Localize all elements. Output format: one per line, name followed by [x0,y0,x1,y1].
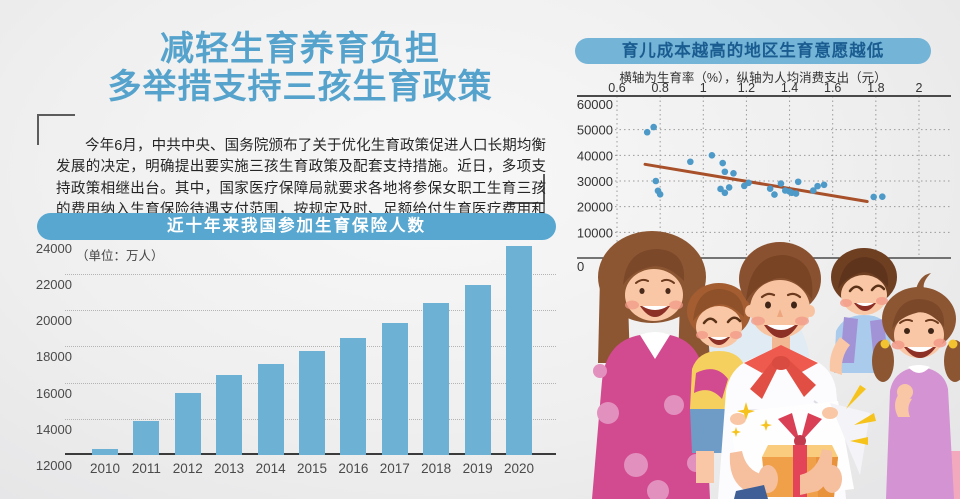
bar-chart-title: 近十年来我国参加生育保险人数 [37,213,556,240]
bar-chart: 12000 14000 16000 18000 20000 22000 24000 2010 2… [0,240,560,499]
x-axis-tick-label: 2017 [379,461,410,476]
data-point [879,193,886,200]
y-tick-label: 60000 [577,97,613,112]
bar-2013 [216,375,243,455]
father-hands [729,449,842,499]
corner-bracket-bottom-right [508,174,545,204]
bar-2016 [340,338,367,455]
x-tick-label: 0.6 [608,82,625,95]
y-tick-label: 0 [577,259,584,274]
x-tick-label: 1.2 [738,82,755,95]
data-point [687,158,694,166]
x-axis-tick-label: 2013 [214,461,245,476]
data-point [870,193,877,201]
gridline [65,310,556,312]
data-point [766,185,774,192]
data-point [721,168,729,176]
data-point [809,187,817,194]
mother-figure [592,231,710,499]
data-point [730,170,737,177]
data-point [771,191,778,198]
page-title-line2: 多举措支持三孩生育政策 [107,68,493,106]
data-point [650,123,657,131]
scatter-chart-subtitle: 横轴为生育率（%），纵轴为人均消费支出（元） [619,71,887,85]
y-axis-tick-label: 18000 [35,349,72,365]
x-axis-tick-label: 2014 [255,461,286,476]
x-axis-tick-label: 2011 [131,461,161,476]
x-axis-tick-label: 2018 [421,461,452,476]
bar-2018 [423,302,450,455]
y-axis-tick-label: 22000 [35,277,72,292]
y-axis-tick-label: 12000 [35,458,72,473]
bar-2019 [464,284,491,455]
bar-chart-unit-label: （单位：万人） [76,249,164,263]
family-illustration [592,231,960,499]
x-axis-tick-label: 2020 [503,461,535,476]
x-axis-tick-label: 2016 [338,461,369,476]
x-tick-label: 1.8 [867,82,884,95]
data-point [745,179,752,187]
page-title-line1: 减轻生育养育负担 [160,30,440,68]
data-point [643,128,651,136]
data-point [777,180,785,187]
y-axis-tick-label: 20000 [35,313,72,329]
y-axis-tick-label: 14000 [35,421,72,437]
trend-line [643,162,869,204]
data-point [719,159,726,167]
data-point [820,181,828,189]
data-point [794,178,802,186]
corner-bracket-top-left [37,114,75,145]
data-point [708,152,716,159]
x-tick-label: 0.8 [651,82,668,95]
page-title: 减轻生育养育负担 多举措支持三孩生育政策 [0,30,600,106]
bar-2011 [133,420,160,455]
y-tick-label: 10000 [577,225,613,240]
sparkle-decorations [731,385,876,445]
y-tick-label: 30000 [577,174,613,189]
data-point [717,185,724,193]
data-point [725,184,733,191]
data-point [792,190,800,197]
x-axis-tick-label: 2015 [296,461,328,476]
data-point [656,191,664,198]
data-point [814,182,821,190]
y-axis-tick-label: 24000 [35,240,72,256]
y-axis-tick-label: 16000 [35,385,72,401]
bar-2015 [299,350,325,455]
bar-2014 [257,363,284,455]
x-axis-tick-label: 2019 [462,461,493,476]
x-axis-tick-label: 2012 [172,461,203,476]
y-tick-label: 40000 [577,148,613,163]
y-tick-label: 20000 [577,200,613,215]
x-tick-label: 1 [700,82,707,95]
y-tick-label: 50000 [577,123,613,138]
intro-paragraph: 今年6月，中共中央、国务院颁布了关于优化生育政策促进人口长期均衡发展的决定，明确… [56,137,546,240]
x-tick-label: 1.6 [824,82,841,95]
girl-figure [872,273,960,499]
bar-2010 [92,448,118,455]
x-axis-tick-label: 2010 [89,461,121,476]
data-point [721,189,729,197]
x-tick-label: 2 [916,82,923,95]
bar-2017 [381,322,408,455]
bar-2012 [174,392,201,455]
data-point [652,177,660,185]
x-tick-label: 1.4 [781,82,798,95]
gridline [65,346,556,348]
gridline [65,274,556,275]
bar-2020 [506,245,532,455]
scatter-chart-title: 育儿成本越高的地区生育意愿越低 [575,38,931,64]
boy-blue-figure [829,248,897,375]
